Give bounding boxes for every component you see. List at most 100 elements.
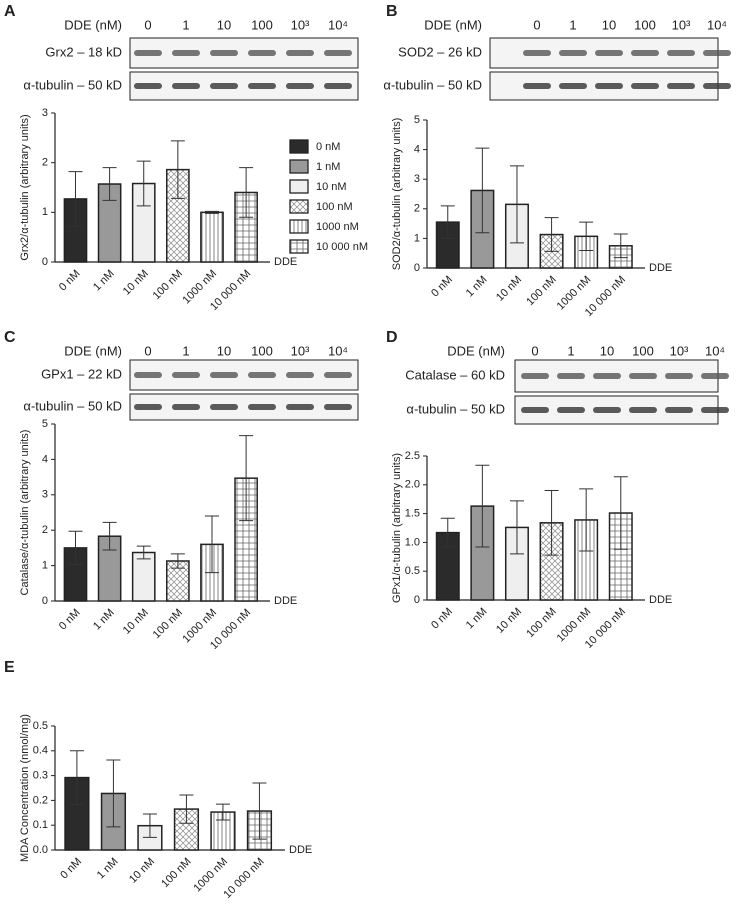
blot-frame xyxy=(129,359,359,391)
x-tick-label: 100 nM xyxy=(151,268,185,302)
blot-band xyxy=(703,50,731,56)
blot-header: DDE (nM) xyxy=(64,343,122,358)
lane-label: 100 xyxy=(632,343,654,358)
error-bar xyxy=(102,167,117,201)
error-bar xyxy=(440,517,455,548)
legend-label: 1 nM xyxy=(316,161,340,173)
lane-label: 100 xyxy=(251,17,273,32)
blot-band xyxy=(324,50,352,56)
blot-band xyxy=(134,83,162,89)
blot-band xyxy=(593,373,621,379)
blot-band xyxy=(172,404,200,410)
panel-letter: B xyxy=(386,3,398,20)
error-bar xyxy=(68,171,83,227)
error-bar xyxy=(179,794,194,824)
blot-band xyxy=(324,404,352,410)
blot-band xyxy=(324,372,352,378)
blot-band xyxy=(701,407,729,413)
x-tick-label: 100 nM xyxy=(151,607,185,641)
error-bar xyxy=(170,553,185,569)
error-bar xyxy=(215,803,230,821)
y-tick-label: 0.5 xyxy=(405,565,420,577)
blot-band xyxy=(248,50,276,56)
blot-header: DDE (nM) xyxy=(424,17,482,32)
y-tick-label: 4 xyxy=(414,144,420,156)
blot-band xyxy=(593,407,621,413)
blot-row-label: Grx2 – 18 kD xyxy=(45,44,122,59)
error-bar xyxy=(475,147,490,234)
x-tick-label: 10 nM xyxy=(127,856,157,886)
legend-label: 10 000 nM xyxy=(316,241,368,253)
legend-swatch xyxy=(289,139,309,154)
blot-band xyxy=(631,50,659,56)
lane-label: 0 xyxy=(533,17,540,32)
y-tick-label: 2 xyxy=(42,524,48,536)
x-tick-label: 10 nM xyxy=(121,607,151,637)
blot-band xyxy=(665,373,693,379)
error-bar xyxy=(475,464,490,548)
bar xyxy=(200,211,224,263)
y-tick-label: 0.1 xyxy=(33,819,48,831)
error-bar xyxy=(170,140,185,199)
blot-band xyxy=(629,373,657,379)
y-tick-label: 2 xyxy=(414,203,420,215)
legend-label: 1000 nM xyxy=(316,221,359,233)
legend-swatch xyxy=(289,159,309,174)
blot-band xyxy=(667,83,695,89)
blot-band xyxy=(629,407,657,413)
y-tick-label: 1 xyxy=(42,560,48,572)
blot-band xyxy=(557,373,585,379)
lane-label: 1 xyxy=(569,17,576,32)
y-axis-label: GPx1/α-tubulin (arbitrary units) xyxy=(391,453,403,603)
blot-band xyxy=(665,407,693,413)
error-bar xyxy=(142,813,157,838)
y-tick-label: 5 xyxy=(414,114,420,126)
x-tick-label: 0 nM xyxy=(57,268,83,294)
blot-band xyxy=(248,404,276,410)
x-tick-label: 10 nM xyxy=(494,274,524,304)
lane-label: 10³ xyxy=(291,343,310,358)
blot-band xyxy=(523,50,551,56)
blot-row-label: Catalase – 60 kD xyxy=(405,367,505,382)
x-axis-label: DDE xyxy=(274,256,297,268)
blot-band xyxy=(631,83,659,89)
lane-label: 10⁴ xyxy=(328,343,348,358)
blot-band xyxy=(557,407,585,413)
error-bar xyxy=(204,210,219,214)
x-tick-label: 1 nM xyxy=(464,606,490,632)
lane-label: 10³ xyxy=(672,17,691,32)
blot-band xyxy=(286,372,314,378)
lane-label: 1 xyxy=(567,343,574,358)
error-bar xyxy=(613,233,628,259)
x-tick-label: 1 nM xyxy=(464,274,490,300)
x-axis-label: DDE xyxy=(649,262,672,274)
blot-band xyxy=(210,83,238,89)
y-tick-label: 5 xyxy=(42,418,48,430)
error-bar xyxy=(509,500,524,555)
blot-band xyxy=(523,83,551,89)
x-axis-label: DDE xyxy=(649,594,672,606)
y-tick-label: 0 xyxy=(414,594,420,606)
panel-letter: A xyxy=(4,3,16,20)
blot-band xyxy=(134,404,162,410)
y-tick-label: 2.0 xyxy=(405,479,420,491)
y-tick-label: 1 xyxy=(414,232,420,244)
error-bar xyxy=(544,217,559,252)
blot-band xyxy=(248,372,276,378)
blot-band xyxy=(286,404,314,410)
legend-label: 10 nM xyxy=(316,181,347,193)
blot-row-label: α-tubulin – 50 kD xyxy=(383,77,482,92)
blot-band xyxy=(521,407,549,413)
x-tick-label: 10 nM xyxy=(121,268,151,298)
y-axis-label: Grx2/α-tubulin (arbitrary units) xyxy=(19,114,31,260)
panel-letter: C xyxy=(4,329,16,346)
panel-letter: D xyxy=(386,329,398,346)
error-bar xyxy=(509,165,524,244)
lane-label: 0 xyxy=(531,343,538,358)
bar xyxy=(131,551,156,602)
y-tick-label: 4 xyxy=(42,453,48,465)
x-tick-label: 1 nM xyxy=(91,268,117,294)
lane-label: 0 xyxy=(144,343,151,358)
x-tick-label: 0 nM xyxy=(429,606,455,632)
blot-band xyxy=(286,83,314,89)
